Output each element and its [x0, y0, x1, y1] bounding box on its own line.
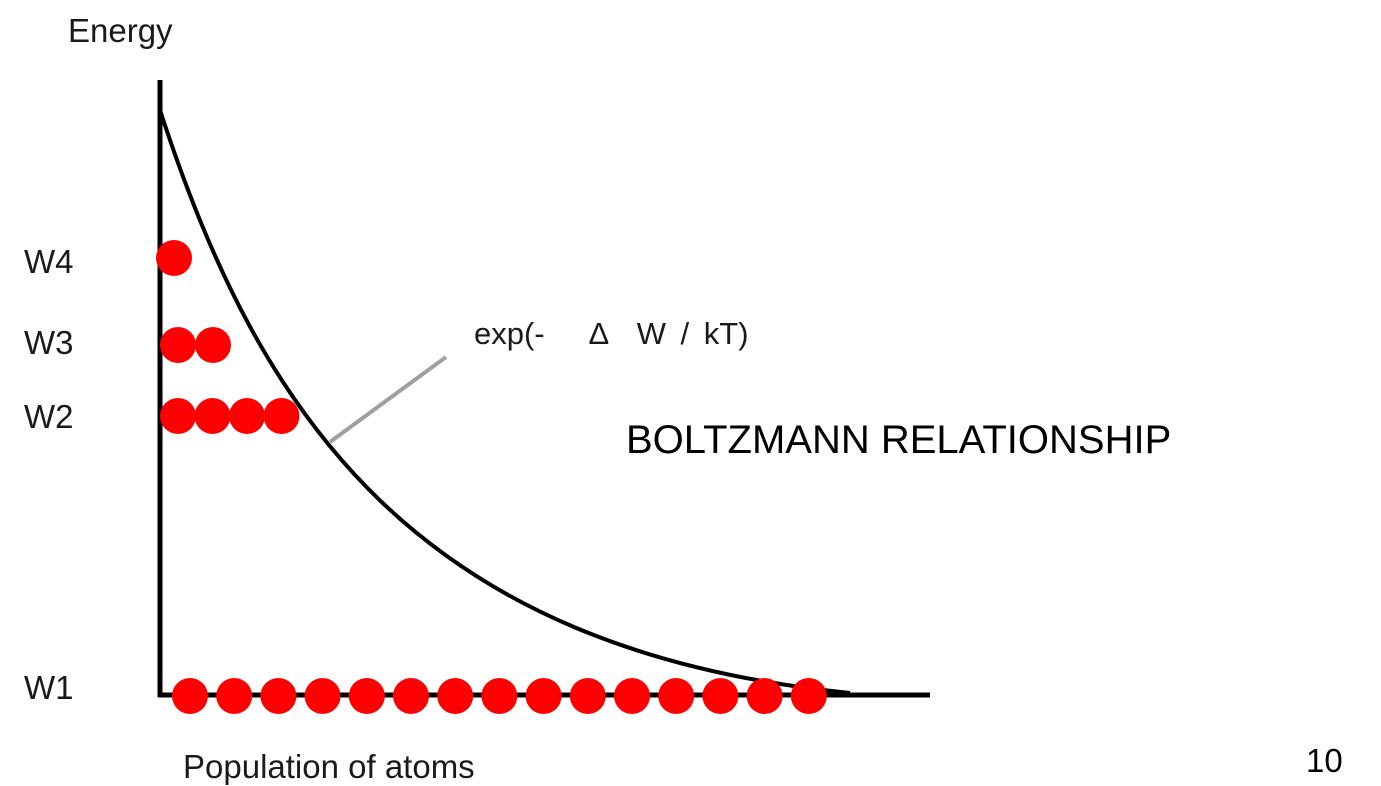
atom-dot-w1: [172, 678, 208, 714]
level-label-w4: W4: [24, 243, 74, 280]
atom-dot-w1: [746, 678, 783, 714]
boltzmann-curve: [158, 109, 851, 695]
atom-dot-w1: [348, 678, 385, 714]
boltzmann-formula: exp(- Δ W / kT): [474, 316, 749, 351]
atom-dot-w1: [658, 678, 695, 714]
formula-leader-line: [328, 355, 448, 444]
atom-dot-w3: [160, 327, 196, 363]
y-axis-label: Energy: [68, 12, 173, 49]
atom-dot-w2: [229, 398, 265, 434]
level-label-w2: W2: [24, 398, 74, 435]
atom-dot-w1: [569, 678, 606, 714]
atom-dot-w1: [790, 678, 827, 714]
slide-heading: BOLTZMANN RELATIONSHIP: [626, 418, 1172, 462]
atom-dot-w1: [437, 678, 474, 714]
atom-dot-w2: [263, 398, 300, 434]
atom-dot-w1: [525, 678, 562, 714]
atom-dot-w4: [156, 240, 192, 276]
atom-dot-w1: [216, 678, 253, 714]
atom-dot-w1: [393, 678, 429, 714]
atom-population: [156, 240, 827, 714]
atom-dot-w3: [195, 327, 231, 363]
x-axis-label: Population of atoms: [183, 748, 475, 785]
slide-number: 10: [1306, 742, 1343, 779]
level-label-w1: W1: [24, 669, 74, 706]
atom-dot-w1: [304, 678, 341, 714]
atom-dot-w2: [160, 398, 196, 434]
atom-dot-w2: [194, 398, 231, 434]
level-label-w3: W3: [24, 324, 74, 361]
atom-dot-w1: [481, 678, 518, 714]
atom-dot-w1: [614, 678, 650, 714]
atom-dot-w1: [702, 678, 739, 714]
atom-dot-w1: [260, 678, 297, 714]
